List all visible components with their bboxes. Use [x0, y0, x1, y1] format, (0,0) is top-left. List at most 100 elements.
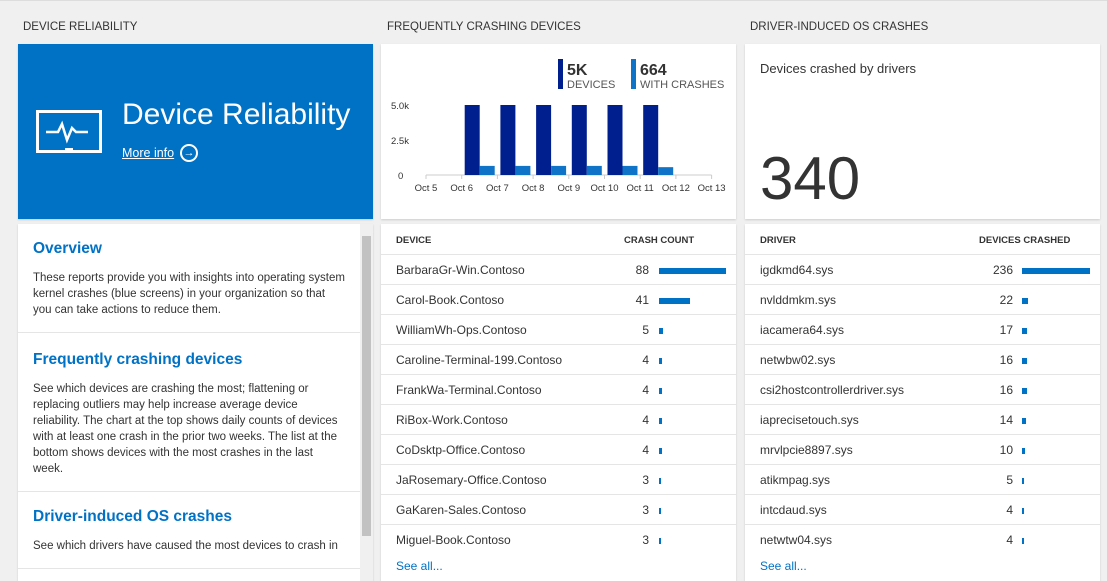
table-row[interactable]: RiBox-Work.Contoso 4 [381, 404, 736, 434]
x-tick-label: Oct 7 [486, 183, 509, 194]
table-row[interactable]: netwbw02.sys 16 [745, 344, 1100, 374]
bar-crashes[interactable] [515, 165, 531, 175]
overview-section: Overview These reports provide you with i… [18, 224, 360, 333]
x-tick-label: Oct 6 [450, 183, 473, 194]
column-header-driver[interactable]: DRIVER [760, 235, 796, 246]
scrollbar[interactable] [360, 224, 373, 581]
row-value: 3 [642, 533, 649, 547]
bar-crashes[interactable] [586, 165, 602, 175]
table-row[interactable]: csi2hostcontrollerdriver.sys 16 [745, 374, 1100, 404]
row-value: 88 [635, 263, 649, 277]
table-row[interactable]: WilliamWh-Ops.Contoso 5 [381, 314, 736, 344]
row-name: iaprecisetouch.sys [760, 413, 859, 427]
table-row[interactable]: FrankWa-Terminal.Contoso 4 [381, 374, 736, 404]
table-row[interactable]: BarbaraGr-Win.Contoso 88 [381, 254, 736, 284]
crashing-chart-card[interactable]: 0 2.5k 5.0k Oct 5 Oct 6 Oct 7 Oct 8 Oct 9 Oct 10… [381, 44, 736, 219]
bar-devices[interactable] [643, 105, 659, 175]
column-header-device[interactable]: DEVICE [396, 235, 432, 246]
bar-crashes[interactable] [479, 165, 495, 175]
value-bar [1022, 358, 1027, 364]
row-name: atikmpag.sys [760, 473, 831, 487]
section-title-driver: DRIVER-INDUCED OS CRASHES [750, 21, 929, 33]
table-row[interactable]: igdkmd64.sys 236 [745, 254, 1100, 284]
value-bar [659, 268, 726, 274]
table-row[interactable]: netwtw04.sys 4 [745, 524, 1100, 554]
bar-devices[interactable] [500, 105, 516, 175]
row-name: netwbw02.sys [760, 353, 836, 367]
value-bar [659, 388, 663, 394]
legend-swatch [631, 59, 636, 89]
table-row[interactable]: CoDsktp-Office.Contoso 4 [381, 434, 736, 464]
row-value: 16 [999, 353, 1013, 367]
value-bar [659, 508, 662, 514]
bar-crashes[interactable] [658, 167, 674, 175]
row-name: WilliamWh-Ops.Contoso [396, 323, 527, 337]
overview-section-title: Frequently crashing devices [33, 351, 243, 368]
table-row[interactable]: Carol-Book.Contoso 41 [381, 284, 736, 314]
legend-swatch [558, 59, 563, 89]
row-value: 14 [999, 413, 1013, 427]
row-value: 22 [999, 293, 1013, 307]
row-name: nvlddmkm.sys [760, 293, 837, 307]
row-value: 4 [1006, 533, 1013, 547]
row-value: 3 [642, 503, 649, 517]
row-value: 4 [642, 413, 649, 427]
value-bar [1022, 328, 1027, 334]
row-value: 41 [635, 293, 649, 307]
bar-devices[interactable] [536, 105, 552, 175]
value-bar [1022, 448, 1025, 454]
overview-section-text: These reports provide you with insights … [33, 272, 345, 316]
value-bar [1022, 538, 1024, 544]
table-row[interactable]: iaprecisetouch.sys 14 [745, 404, 1100, 434]
bar-crashes[interactable] [622, 165, 638, 175]
row-name: csi2hostcontrollerdriver.sys [760, 383, 905, 397]
bar-devices[interactable] [571, 105, 587, 175]
value-bar [659, 538, 662, 544]
table-row[interactable]: mrvlpcie8897.sys 10 [745, 434, 1100, 464]
row-value: 4 [1006, 503, 1013, 517]
value-bar [1022, 478, 1024, 484]
value-bar [1022, 298, 1029, 304]
table-row[interactable]: GaKaren-Sales.Contoso 3 [381, 494, 736, 524]
value-bar [659, 358, 663, 364]
overview-section: Driver-induced OS crashes See which drive… [18, 492, 360, 569]
scrollbar-thumb[interactable] [362, 236, 371, 536]
driver-summary-value: 340 [760, 145, 861, 212]
arrow-right-circle-icon[interactable]: → [180, 144, 198, 162]
column-header-devices-crashed[interactable]: DEVICES CRASHED [979, 235, 1071, 246]
value-bar [1022, 418, 1027, 424]
bar-crashes[interactable] [551, 165, 567, 175]
row-name: CoDsktp-Office.Contoso [396, 443, 526, 457]
table-row[interactable]: nvlddmkm.sys 22 [745, 284, 1100, 314]
bar-devices[interactable] [607, 105, 623, 175]
hero-title: Device Reliability [122, 98, 351, 131]
table-row[interactable]: atikmpag.sys 5 [745, 464, 1100, 494]
row-name: Caroline-Terminal-199.Contoso [396, 353, 563, 367]
drivers-see-all-link[interactable]: See all... [760, 559, 807, 573]
legend-total: 664 [640, 62, 667, 79]
y-tick-label: 2.5k [391, 136, 409, 147]
bar-devices[interactable] [464, 105, 480, 175]
column-header-crash-count[interactable]: CRASH COUNT [624, 235, 695, 246]
more-info-link[interactable]: More info [122, 146, 175, 160]
row-value: 3 [642, 473, 649, 487]
row-name: iacamera64.sys [760, 323, 845, 337]
overview-section-text: See which drivers have caused the most d… [33, 540, 338, 552]
driver-summary-card[interactable]: Devices crashed by drivers 340 [745, 44, 1100, 219]
table-row[interactable]: iacamera64.sys 17 [745, 314, 1100, 344]
value-bar [1022, 388, 1027, 394]
monitor-pulse-icon [36, 110, 102, 153]
table-row[interactable]: intcdaud.sys 4 [745, 494, 1100, 524]
row-name: Carol-Book.Contoso [396, 293, 505, 307]
hero-tile[interactable]: Device Reliability More info → [18, 44, 373, 219]
table-row[interactable]: Miguel-Book.Contoso 3 [381, 524, 736, 554]
table-row[interactable]: Caroline-Terminal-199.Contoso 4 [381, 344, 736, 374]
value-bar [659, 478, 662, 484]
devices-see-all-link[interactable]: See all... [396, 559, 443, 573]
row-name: BarbaraGr-Win.Contoso [396, 263, 525, 277]
row-value: 10 [999, 443, 1013, 457]
table-row[interactable]: JaRosemary-Office.Contoso 3 [381, 464, 736, 494]
row-value: 236 [992, 263, 1013, 277]
value-bar [1022, 268, 1090, 274]
overview-section-title: Driver-induced OS crashes [33, 508, 232, 525]
